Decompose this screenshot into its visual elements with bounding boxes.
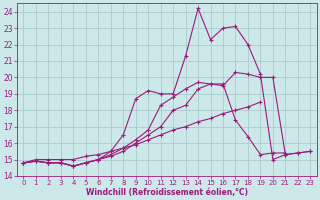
X-axis label: Windchill (Refroidissement éolien,°C): Windchill (Refroidissement éolien,°C): [86, 188, 248, 197]
